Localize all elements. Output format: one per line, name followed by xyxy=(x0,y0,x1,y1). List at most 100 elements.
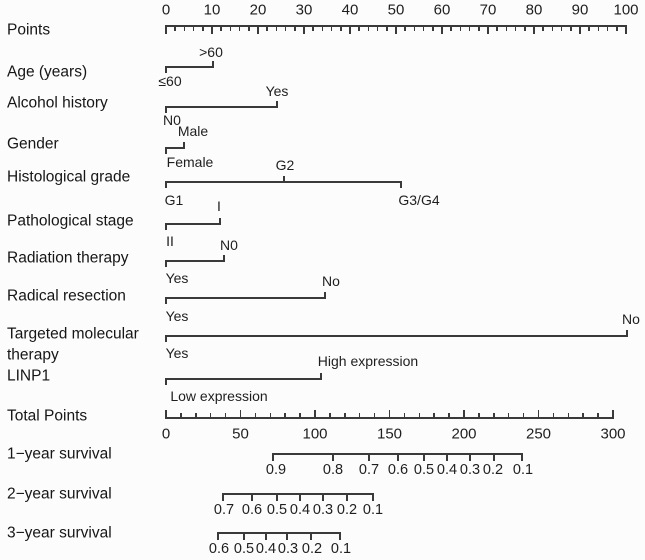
radical-resection-row-label: Radical resection xyxy=(7,287,126,305)
linp1-tick xyxy=(320,373,322,380)
total-points-tick-label-0: 0 xyxy=(161,425,171,443)
total-points-minor-tick xyxy=(433,413,435,419)
radical-resection-option-label: No xyxy=(322,273,340,289)
survival-2-year-option-label: 0.1 xyxy=(362,501,384,518)
points-tick-label-80: 80 xyxy=(525,1,543,19)
survival-2-year-tick xyxy=(346,493,348,501)
survival-1-year-option-label: 0.6 xyxy=(387,461,409,478)
survival-2-year-option-label: 0.3 xyxy=(312,501,334,518)
points-minor-tick xyxy=(358,25,360,31)
targeted-molecular-therapy-tick xyxy=(626,330,628,337)
survival-2-year-tick xyxy=(372,493,374,501)
total-points-minor-tick xyxy=(284,413,286,419)
total-points-major-tick xyxy=(239,410,242,419)
points-minor-tick xyxy=(478,25,480,31)
survival-3-year-option-label: 0.2 xyxy=(301,540,323,557)
total-points-major-tick xyxy=(314,410,316,419)
total-points-row-label: Total Points xyxy=(7,407,88,425)
points-minor-tick xyxy=(459,25,462,31)
total-points-minor-tick xyxy=(418,413,421,419)
survival-1-year-row-label: 1−year survival xyxy=(7,445,112,463)
survival-2-year-tick xyxy=(222,493,224,501)
points-major-tick xyxy=(579,25,581,34)
survival-1-year-tick xyxy=(493,453,495,461)
points-minor-tick xyxy=(312,25,314,31)
total-points-major-tick xyxy=(612,410,614,419)
radical-resection-tick xyxy=(324,292,326,299)
alcohol-history-tick xyxy=(165,106,167,113)
total-points-minor-tick xyxy=(582,413,584,419)
survival-1-year-option-label: 0.7 xyxy=(358,461,380,478)
targeted-molecular-therapy-option-label: No xyxy=(622,311,640,327)
targeted-molecular-therapy-tick xyxy=(165,335,167,342)
points-minor-tick xyxy=(560,25,563,31)
survival-3-year-option-label: 0.3 xyxy=(277,540,299,557)
survival-1-year-option-label: 0.3 xyxy=(459,461,481,478)
alcohol-history-option-label: N0 xyxy=(163,112,181,128)
points-minor-tick xyxy=(266,25,268,31)
total-points-minor-tick xyxy=(344,413,346,419)
points-major-tick xyxy=(395,25,397,34)
total-points-minor-tick xyxy=(597,413,599,419)
points-tick-label-0: 0 xyxy=(161,1,171,19)
linp1-axis-line xyxy=(166,378,321,380)
total-points-major-tick xyxy=(463,410,465,419)
radiation-therapy-option-label: N0 xyxy=(220,237,238,253)
alcohol-history-row-label: Alcohol history xyxy=(7,94,108,112)
points-major-tick xyxy=(211,25,213,34)
survival-2-year-tick xyxy=(299,493,301,501)
survival-1-year-option-label: 0.9 xyxy=(265,461,287,478)
total-points-tick-label-200: 200 xyxy=(451,425,477,443)
histological-grade-option-label: G2 xyxy=(275,157,295,173)
points-minor-tick xyxy=(588,25,590,31)
radiation-therapy-axis-line xyxy=(166,260,224,262)
gender-tick xyxy=(183,142,185,149)
survival-3-year-tick xyxy=(339,532,341,540)
total-points-tick-label-250: 250 xyxy=(525,425,552,443)
linp1-option-label: High expression xyxy=(317,353,419,369)
points-minor-tick xyxy=(321,25,324,31)
survival-1-year-tick xyxy=(423,453,425,461)
points-minor-tick xyxy=(340,25,342,31)
survival-3-year-tick xyxy=(286,532,288,540)
gender-option-label: Female xyxy=(166,154,214,170)
alcohol-history-tick xyxy=(276,101,278,108)
linp1-row-label: LINP1 xyxy=(7,367,51,385)
gender-axis-line xyxy=(166,147,184,149)
pathological-stage-option-label: II xyxy=(166,233,174,249)
histological-grade-row-label: Histological grade xyxy=(7,168,131,186)
total-points-major-tick xyxy=(388,410,391,419)
points-minor-tick xyxy=(229,25,232,31)
radiation-therapy-tick xyxy=(223,255,225,262)
survival-1-year-tick xyxy=(368,453,370,461)
total-points-minor-tick xyxy=(507,413,510,419)
points-major-tick xyxy=(303,25,305,34)
pathological-stage-tick xyxy=(165,223,167,230)
points-minor-tick xyxy=(524,25,526,31)
histological-grade-tick xyxy=(400,181,402,188)
points-major-tick xyxy=(349,25,351,34)
histological-grade-option-label: G1 xyxy=(164,192,184,208)
total-points-minor-tick xyxy=(358,413,361,419)
pathological-stage-axis-line xyxy=(166,223,220,225)
total-points-minor-tick xyxy=(224,413,227,419)
alcohol-history-option-label: Yes xyxy=(265,83,289,99)
points-minor-tick xyxy=(432,25,434,31)
survival-1-year-tick xyxy=(332,453,334,461)
points-minor-tick xyxy=(183,25,186,31)
points-minor-tick xyxy=(413,25,416,31)
points-major-tick xyxy=(487,25,489,34)
gender-option-label: Male xyxy=(177,123,209,139)
points-minor-tick xyxy=(468,25,471,31)
total-points-tick-label-150: 150 xyxy=(376,425,403,443)
points-major-tick xyxy=(625,25,627,34)
points-tick-label-90: 90 xyxy=(571,1,589,19)
points-minor-tick xyxy=(376,25,379,31)
points-minor-tick xyxy=(294,25,296,31)
total-points-tick-label-50: 50 xyxy=(232,425,249,443)
histological-grade-tick xyxy=(283,176,285,183)
survival-3-year-axis-line xyxy=(218,532,340,534)
radical-resection-tick xyxy=(165,297,167,304)
points-minor-tick xyxy=(192,25,195,31)
